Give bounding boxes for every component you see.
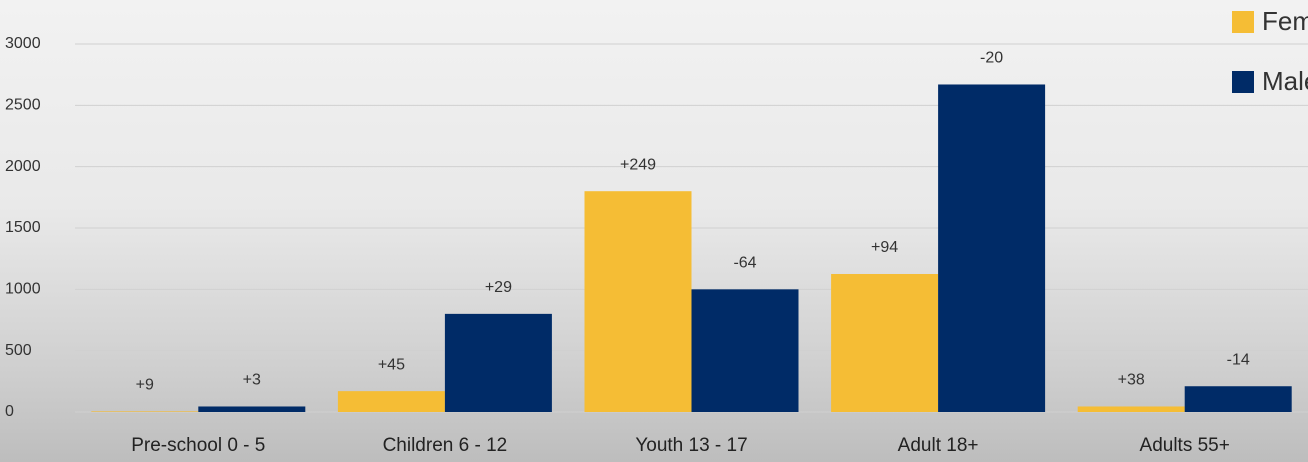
data-label: +29 (485, 279, 512, 296)
y-tick-label: 0 (5, 403, 14, 420)
y-tick-label: 500 (5, 342, 32, 359)
bar (337, 391, 445, 412)
data-label: -14 (1227, 351, 1250, 368)
bar (691, 289, 799, 412)
data-label: +9 (136, 377, 154, 394)
y-tick-label: 2000 (5, 158, 41, 175)
bar (584, 191, 692, 412)
x-tick-label: Children 6 - 12 (383, 435, 508, 456)
legend-swatch (1232, 71, 1254, 93)
data-label: +249 (620, 156, 656, 173)
y-tick-label: 3000 (5, 35, 41, 52)
data-label: -20 (980, 50, 1003, 67)
data-label: +94 (871, 239, 898, 256)
bar (1184, 386, 1292, 412)
legend-label: Male (1262, 66, 1308, 96)
y-tick-label: 1500 (5, 219, 41, 236)
data-label: +45 (378, 356, 405, 373)
bar (444, 313, 552, 412)
bar (1077, 406, 1185, 412)
bar (938, 84, 1046, 412)
x-tick-label: Adult 18+ (898, 435, 979, 456)
legend-label: Female (1262, 6, 1308, 36)
x-tick-label: Adults 55+ (1140, 435, 1230, 456)
y-tick-label: 1000 (5, 281, 41, 298)
bar (91, 411, 199, 412)
y-tick-label: 2500 (5, 97, 41, 114)
bar (198, 406, 306, 412)
data-label: +38 (1118, 372, 1145, 389)
legend-swatch (1232, 11, 1254, 33)
x-tick-label: Youth 13 - 17 (635, 435, 747, 456)
data-label: -64 (733, 255, 756, 272)
bar (831, 274, 939, 412)
x-tick-label: Pre-school 0 - 5 (131, 435, 265, 456)
data-label: +3 (243, 372, 261, 389)
